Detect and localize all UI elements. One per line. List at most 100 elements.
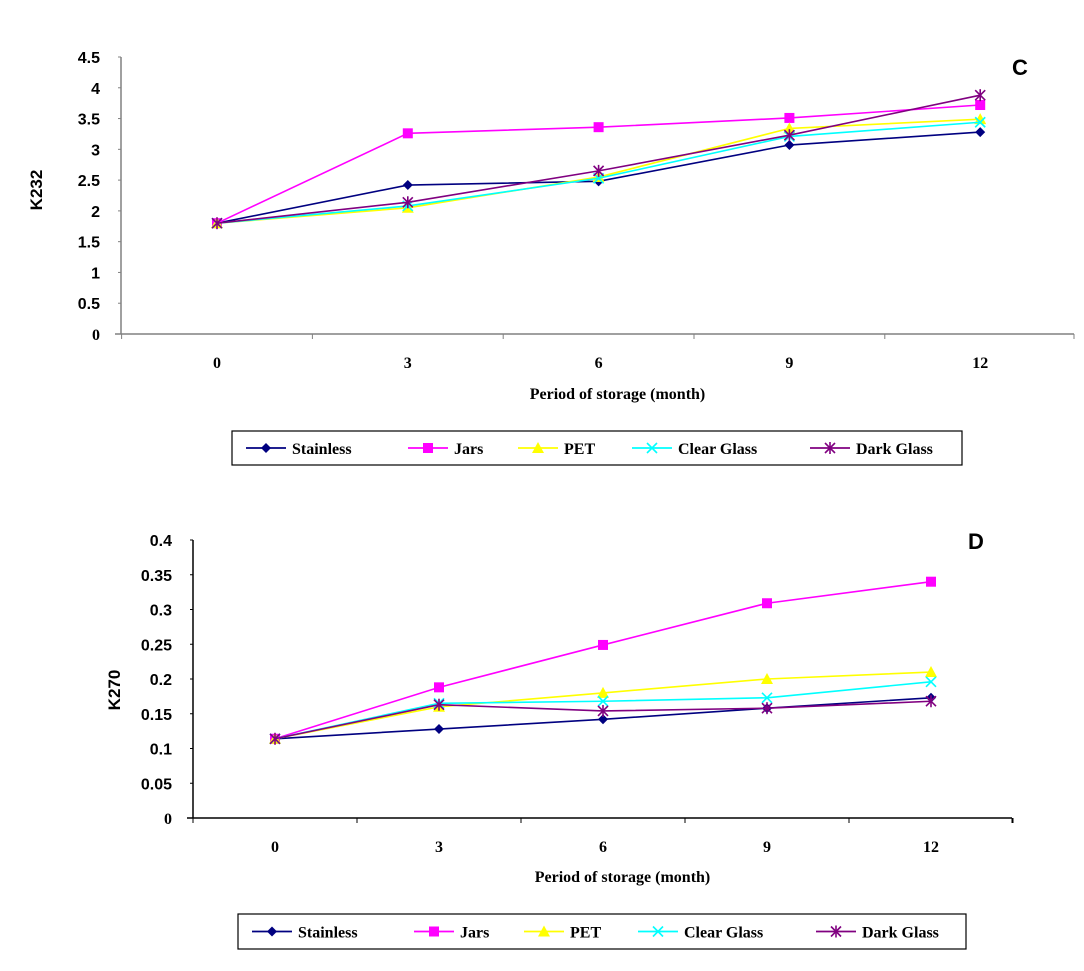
legend-swatch-marker [830, 925, 842, 938]
y-tick-label: 3 [91, 142, 100, 159]
y-tick-label: 4 [91, 81, 100, 98]
legend-label: PET [570, 925, 601, 942]
x-axis-label: Period of storage (month) [530, 386, 706, 403]
marker-stroke [974, 116, 986, 128]
y-tick-label: 0.05 [141, 776, 172, 793]
legend-item: Jars [414, 925, 489, 942]
series-dark-glass [211, 89, 986, 230]
data-point [211, 217, 223, 230]
legend-swatch-marker [538, 925, 550, 937]
y-tick-label: 3.5 [78, 112, 100, 129]
marker-stroke [761, 692, 773, 704]
legend-item: Clear Glass [638, 925, 763, 942]
marker-stroke [652, 925, 664, 938]
data-point [925, 666, 937, 678]
chart-d: 0 0.05 0.1 0.15 0.2 0.25 0.3 0.35 0.4 0 3 6 9 12 Perio… [105, 529, 1014, 950]
data-point [975, 127, 986, 138]
y-axis-label: K270 [105, 670, 124, 711]
marker-stroke [925, 676, 937, 688]
data-point [402, 128, 413, 139]
legend-swatch-marker [261, 443, 271, 453]
data-point [784, 140, 795, 151]
chart-c: 0 0.5 1 1.5 2 2.5 3 3.5 4 4.5 0 3 6 9 12 Period of stor… [27, 50, 1075, 466]
marker-stroke [646, 442, 658, 454]
data-point [926, 576, 936, 587]
x-tick-label: 12 [923, 839, 939, 856]
x-axis-label: Period of storage (month) [535, 869, 711, 886]
x-tick-label: 12 [972, 355, 988, 372]
legend-swatch-marker [646, 442, 658, 454]
data-point [783, 122, 796, 134]
data-point [402, 180, 413, 191]
data-point [761, 692, 773, 704]
data-point [974, 113, 987, 125]
x-tick-label: 0 [271, 839, 279, 856]
legend-label: PET [564, 441, 595, 458]
y-tick-label: 2 [91, 204, 100, 221]
legend-swatch-marker [652, 925, 664, 938]
data-point [761, 702, 773, 715]
data-point [597, 704, 609, 717]
legend-swatch-marker [423, 443, 433, 453]
data-point [597, 695, 609, 707]
y-tick-label: 0.3 [150, 603, 172, 620]
legend-item: Dark Glass [810, 441, 933, 458]
legend-swatch-marker [267, 926, 277, 937]
data-point [925, 676, 937, 688]
data-point [925, 695, 937, 708]
series-dark-glass [269, 695, 937, 745]
data-point [433, 698, 445, 711]
y-tick-label: 1.5 [78, 235, 100, 252]
x-tick-label: 3 [435, 839, 443, 856]
y-tick-label: 0 [164, 811, 172, 828]
x-tick-label: 9 [763, 839, 771, 856]
y-tick-label: 0.25 [141, 637, 172, 654]
legend-label: Dark Glass [856, 441, 933, 458]
panel-label: D [968, 529, 984, 554]
data-point [974, 116, 986, 128]
series-clear-glass [269, 676, 937, 745]
legend: Stainless Jars PET Clear Glass Dark Glass [231, 430, 963, 466]
legend-item: Clear Glass [632, 441, 757, 458]
data-point [598, 714, 608, 725]
y-tick-label: 0.1 [150, 742, 172, 759]
data-point [761, 673, 773, 684]
data-point [975, 100, 986, 111]
y-tick-label: 0.5 [78, 296, 100, 313]
legend-label: Jars [454, 441, 483, 458]
x-tick-label: 6 [599, 839, 607, 856]
data-point [434, 724, 444, 735]
legend-label: Clear Glass [684, 925, 763, 942]
data-point [593, 164, 605, 177]
legend-swatch-marker [429, 926, 439, 937]
x-tick-label: 3 [404, 355, 412, 372]
marker-stroke [597, 695, 609, 707]
y-tick-label: 0.35 [141, 568, 172, 585]
data-point [434, 682, 444, 693]
series-line [216, 94, 981, 224]
legend-item: PET [518, 441, 595, 458]
y-tick-label: 4.5 [78, 50, 100, 67]
y-tick-label: 0.15 [141, 707, 172, 724]
legend-swatch-marker [532, 442, 544, 453]
x-tick-label: 0 [213, 355, 221, 372]
y-axis-label: K232 [27, 170, 46, 211]
data-point [974, 89, 986, 102]
legend-label: Clear Glass [678, 441, 757, 458]
legend-label: Stainless [292, 441, 352, 458]
data-point [598, 639, 608, 650]
legend-swatch-marker [824, 442, 836, 454]
legend-item: PET [524, 925, 601, 942]
data-point [762, 598, 772, 609]
data-point [597, 686, 609, 698]
data-point [783, 129, 795, 142]
legend-label: Dark Glass [862, 925, 939, 942]
legend-item: Stainless [246, 441, 352, 458]
legend: Stainless Jars PET Clear Glass Dark Glass [237, 913, 967, 950]
data-point [593, 122, 604, 133]
data-point [784, 112, 795, 123]
legend-item: Stainless [252, 925, 358, 942]
x-tick-label: 6 [595, 355, 603, 372]
y-tick-label: 1 [91, 265, 100, 282]
